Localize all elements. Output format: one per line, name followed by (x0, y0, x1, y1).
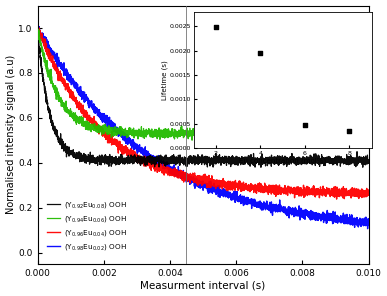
(Y$_{0.92}$Eu$_{0.08}$) OOH (366, 159, 371, 163)
(Y$_{0.98}$Eu$_{0.02}$) OOH (162, 160, 167, 164)
(Y$_{0.98}$Eu$_{0.02}$) OOH (366, 221, 371, 225)
(Y$_{0.96}$Eu$_{0.04}$) OOH (334, 197, 339, 201)
(Y$_{0.94}$Eu$_{0.06}$) OOH (366, 131, 371, 134)
(Y$_{0.96}$Eu$_{0.04}$) OOH (176, 176, 181, 180)
(Y$_{0.92}$Eu$_{0.08}$) OOH (360, 160, 365, 163)
(Y$_{0.96}$Eu$_{0.04}$) OOH (36, 25, 40, 29)
(Y$_{0.96}$Eu$_{0.04}$) OOH (324, 188, 329, 192)
(Y$_{0.96}$Eu$_{0.04}$) OOH (360, 194, 365, 198)
(Y$_{0.94}$Eu$_{0.06}$) OOH (360, 134, 365, 138)
(Y$_{0.92}$Eu$_{0.08}$) OOH (176, 158, 181, 162)
(Y$_{0.98}$Eu$_{0.02}$) OOH (93, 108, 98, 112)
Line: (Y$_{0.92}$Eu$_{0.08}$) OOH: (Y$_{0.92}$Eu$_{0.08}$) OOH (38, 27, 368, 167)
(Y$_{0.94}$Eu$_{0.06}$) OOH (35, 27, 40, 30)
Point (346, 128, 352, 133)
Point (213, 25, 219, 30)
(Y$_{0.98}$Eu$_{0.02}$) OOH (360, 218, 365, 221)
(Y$_{0.96}$Eu$_{0.04}$) OOH (35, 28, 40, 32)
(Y$_{0.94}$Eu$_{0.06}$) OOH (324, 132, 329, 136)
(Y$_{0.94}$Eu$_{0.06}$) OOH (73, 119, 78, 123)
(Y$_{0.92}$Eu$_{0.08}$) OOH (35, 25, 40, 29)
(Y$_{0.98}$Eu$_{0.02}$) OOH (35, 29, 40, 33)
Y-axis label: Normalised intensity signal (a.u): Normalised intensity signal (a.u) (5, 55, 15, 214)
(Y$_{0.96}$Eu$_{0.04}$) OOH (162, 168, 167, 171)
(Y$_{0.98}$Eu$_{0.02}$) OOH (365, 227, 370, 231)
Point (257, 51, 263, 56)
(Y$_{0.98}$Eu$_{0.02}$) OOH (176, 174, 181, 177)
(Y$_{0.92}$Eu$_{0.08}$) OOH (162, 161, 167, 165)
(Y$_{0.92}$Eu$_{0.08}$) OOH (73, 153, 78, 157)
(Y$_{0.92}$Eu$_{0.08}$) OOH (324, 158, 329, 161)
Legend: (Y$_{0.92}$Eu$_{0.08}$) OOH, (Y$_{0.94}$Eu$_{0.06}$) OOH, (Y$_{0.96}$Eu$_{0.04}$: (Y$_{0.92}$Eu$_{0.08}$) OOH, (Y$_{0.94}$… (45, 197, 130, 255)
(Y$_{0.98}$Eu$_{0.02}$) OOH (36, 25, 41, 28)
Line: (Y$_{0.94}$Eu$_{0.06}$) OOH: (Y$_{0.94}$Eu$_{0.06}$) OOH (38, 29, 368, 140)
(Y$_{0.96}$Eu$_{0.04}$) OOH (93, 121, 98, 125)
Point (302, 122, 308, 127)
(Y$_{0.94}$Eu$_{0.06}$) OOH (35, 30, 40, 33)
Line: (Y$_{0.96}$Eu$_{0.04}$) OOH: (Y$_{0.96}$Eu$_{0.04}$) OOH (38, 27, 368, 199)
(Y$_{0.98}$Eu$_{0.02}$) OOH (324, 215, 329, 218)
(Y$_{0.94}$Eu$_{0.06}$) OOH (319, 139, 324, 142)
(Y$_{0.94}$Eu$_{0.06}$) OOH (176, 132, 181, 136)
(Y$_{0.94}$Eu$_{0.06}$) OOH (162, 133, 167, 137)
(Y$_{0.92}$Eu$_{0.08}$) OOH (92, 162, 97, 165)
(Y$_{0.96}$Eu$_{0.04}$) OOH (73, 99, 78, 102)
X-axis label: Measurment interval (s): Measurment interval (s) (140, 280, 265, 290)
X-axis label: Eu concentration (mol%): Eu concentration (mol%) (239, 157, 326, 164)
Line: (Y$_{0.98}$Eu$_{0.02}$) OOH: (Y$_{0.98}$Eu$_{0.02}$) OOH (38, 26, 368, 229)
(Y$_{0.92}$Eu$_{0.08}$) OOH (259, 165, 263, 169)
(Y$_{0.98}$Eu$_{0.02}$) OOH (73, 87, 78, 90)
(Y$_{0.96}$Eu$_{0.04}$) OOH (366, 191, 371, 194)
(Y$_{0.94}$Eu$_{0.06}$) OOH (93, 129, 98, 132)
Y-axis label: Lifetime (s): Lifetime (s) (161, 60, 168, 100)
